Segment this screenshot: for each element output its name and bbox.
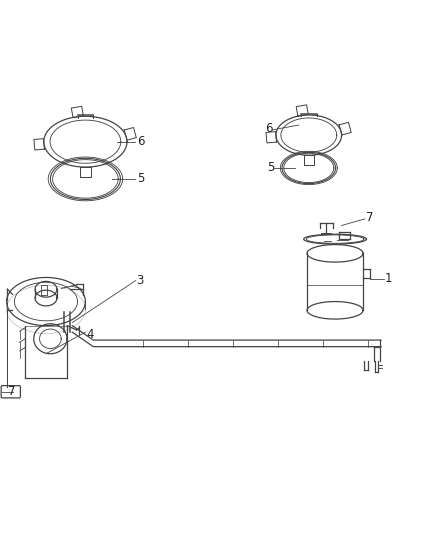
Text: 5: 5: [267, 161, 274, 174]
Text: 5: 5: [137, 172, 144, 185]
Text: 1: 1: [385, 272, 392, 286]
Text: 6: 6: [137, 135, 144, 148]
Text: 7: 7: [8, 385, 15, 398]
Text: 7: 7: [366, 211, 373, 224]
Text: 4: 4: [86, 328, 94, 341]
Text: 3: 3: [137, 274, 144, 287]
Text: 6: 6: [265, 122, 273, 135]
